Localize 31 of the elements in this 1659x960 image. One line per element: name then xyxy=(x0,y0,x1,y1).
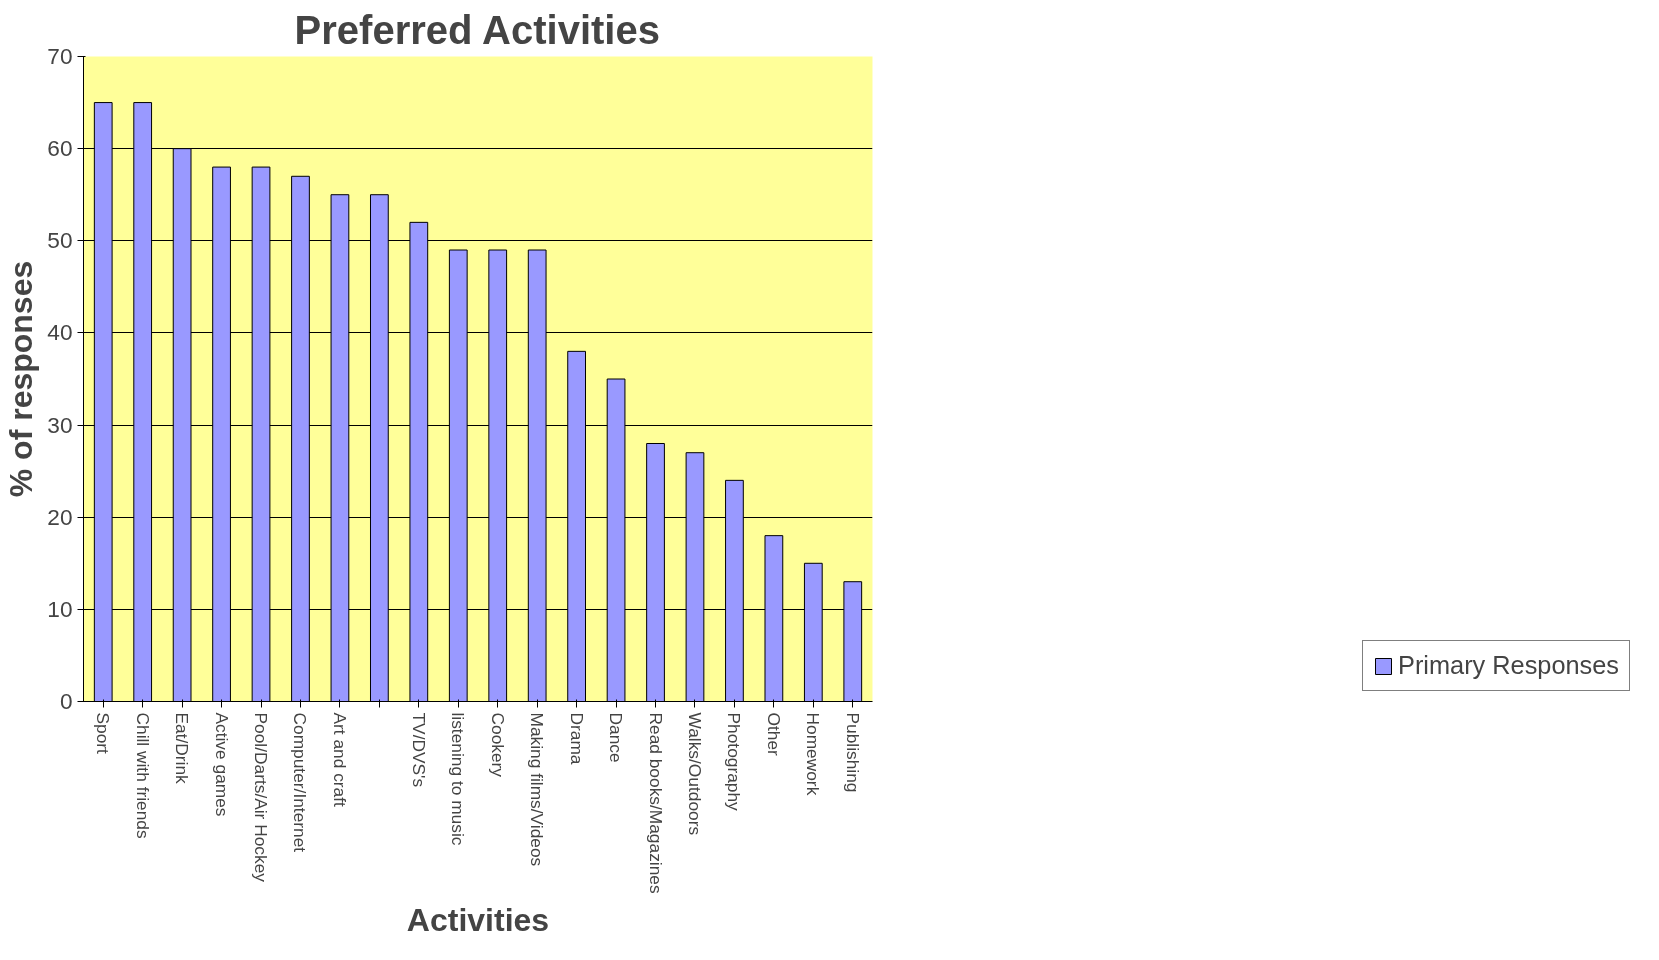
x-tick-label: Eat/Drink xyxy=(172,712,193,785)
x-tick-label: Other xyxy=(763,712,784,757)
y-tick-label: 10 xyxy=(47,595,73,622)
x-tick-label: Read books/Magazines xyxy=(645,712,666,894)
x-tick-label: Computer/Internet xyxy=(290,712,311,853)
chart-title: Preferred Activities xyxy=(294,7,660,52)
x-tick-label: Pool/Darts/Air Hockey xyxy=(251,712,272,883)
legend-label: Primary Responses xyxy=(1398,651,1619,680)
x-tick-label: Homework xyxy=(803,712,824,796)
y-tick-label: 30 xyxy=(47,411,73,438)
x-tick-label: Photography xyxy=(724,712,745,812)
y-tick-label: 70 xyxy=(47,43,73,69)
y-tick-label: 60 xyxy=(47,135,73,162)
y-tick-label: 20 xyxy=(47,503,73,530)
x-tick-label: Drama xyxy=(566,712,587,765)
x-tick-label: Making films/Videos xyxy=(527,712,548,867)
x-tick-label: Publishing xyxy=(842,712,863,793)
x-tick-label: Cookery xyxy=(487,712,508,778)
x-tick-label: TV/DVS's xyxy=(408,712,429,788)
y-tick-label: 0 xyxy=(59,688,73,714)
y-tick-label: 40 xyxy=(47,319,73,346)
x-tick-label: Art and craft xyxy=(329,712,350,808)
y-tick-label: 50 xyxy=(47,227,73,254)
x-tick-label: listening to music xyxy=(448,712,469,846)
x-tick-label: Walks/Outdoors xyxy=(684,712,705,836)
x-tick-label: Active games xyxy=(211,712,232,817)
x-tick-label: Sport xyxy=(93,712,114,755)
x-tick-label: Chill with friends xyxy=(132,712,153,839)
y-axis-title: % of responses xyxy=(3,260,40,498)
x-axis-title: Activities xyxy=(406,901,550,938)
x-tick-label: Dance xyxy=(606,712,627,763)
